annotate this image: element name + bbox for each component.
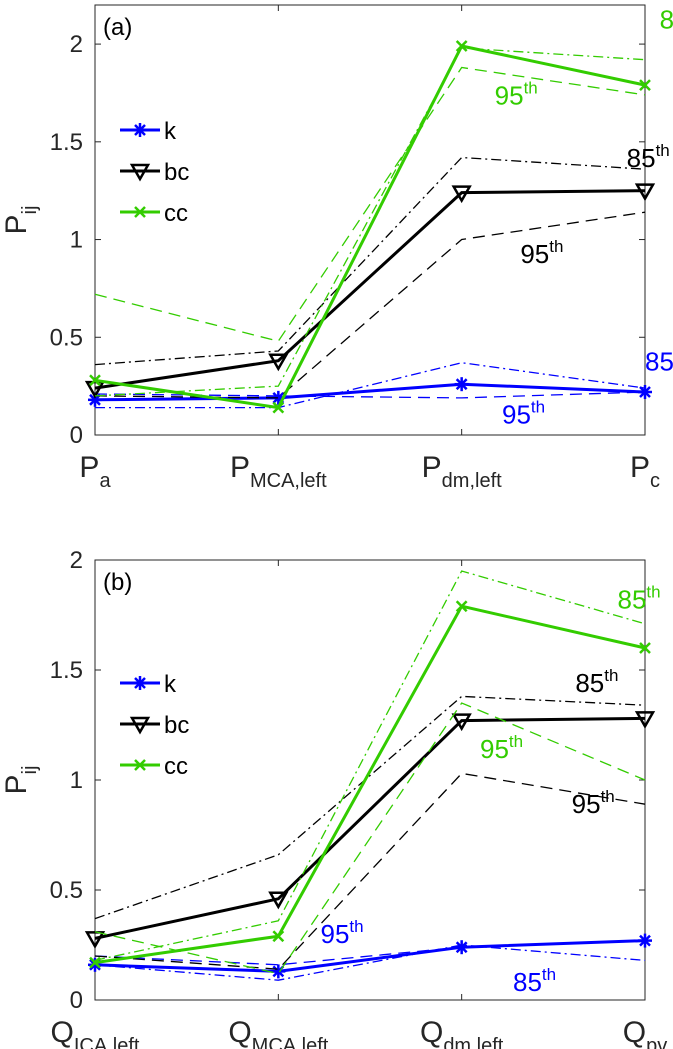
k-95th-line bbox=[94, 391, 646, 399]
legend-entry-k: k bbox=[120, 118, 177, 145]
x-tick-label: QMCA,left bbox=[228, 1016, 328, 1049]
chart-panel-a: 0 0.5 1 1.5 2 Pa PMCA,left Pdm,left Pc Pij 85th 95t… bbox=[0, 2, 673, 492]
x-tick-label: Qdm,left bbox=[420, 1016, 504, 1049]
bc-marker bbox=[634, 183, 656, 202]
legend-label: cc bbox=[164, 753, 188, 780]
k-marker bbox=[454, 940, 469, 955]
legend-label: bc bbox=[164, 712, 189, 739]
cc-marker bbox=[639, 79, 651, 92]
percentile-annotation: 95th bbox=[495, 79, 538, 111]
percentile-annotation: 95th bbox=[321, 917, 364, 949]
legend-entry-bc: bc bbox=[120, 712, 189, 739]
x-tick-label: Pc bbox=[630, 451, 660, 492]
legend-marker bbox=[129, 163, 151, 182]
legend-marker bbox=[133, 123, 147, 137]
y-tick-label: 2 bbox=[70, 31, 83, 58]
y-tick-label: 0.5 bbox=[50, 324, 83, 351]
legend-entry-cc: cc bbox=[120, 753, 188, 780]
bc-95th-line bbox=[94, 772, 646, 970]
cc-marker bbox=[455, 600, 468, 613]
axes-box bbox=[94, 4, 646, 436]
legend-label: k bbox=[164, 671, 177, 698]
legend-label: bc bbox=[164, 159, 189, 186]
legend-label: k bbox=[164, 118, 177, 145]
y-tick-label: 1 bbox=[70, 767, 83, 794]
percentile-annotation: 95th bbox=[502, 397, 545, 429]
panel-label-a: (a) bbox=[103, 14, 132, 41]
legend-marker bbox=[129, 716, 151, 735]
bc-mean-line bbox=[94, 716, 646, 940]
k-85th-line bbox=[94, 944, 646, 981]
panel-label-b: (b) bbox=[103, 569, 132, 596]
x-tick-label: Pdm,left bbox=[422, 451, 502, 492]
bc-marker bbox=[84, 380, 106, 399]
y-tick-label: 1.5 bbox=[50, 657, 83, 684]
bc-85th-line bbox=[94, 156, 646, 366]
k-marker bbox=[638, 933, 652, 948]
y-tick-label: 1 bbox=[70, 227, 83, 254]
legend-entry-k: k bbox=[120, 671, 177, 698]
y-tick-label: 0.5 bbox=[50, 877, 83, 904]
axes-box bbox=[94, 559, 646, 1001]
bc-marker bbox=[451, 713, 472, 732]
y-axis-label: Pij bbox=[0, 206, 41, 235]
percentile-annotation: 85th bbox=[618, 582, 661, 614]
cc-marker bbox=[272, 401, 285, 414]
bc-marker bbox=[634, 711, 656, 729]
percentile-annotation: 95th bbox=[520, 237, 563, 269]
y-tick-label: 1.5 bbox=[50, 129, 83, 156]
chart-panel-b: 0 0.5 1 1.5 2 QICA,left QMCA,left Qdm,left Qpv Pi… bbox=[0, 547, 667, 1049]
cc-95th-line bbox=[94, 702, 646, 975]
bc-marker bbox=[451, 185, 472, 204]
cc-marker bbox=[639, 642, 651, 654]
bc-85th-line bbox=[94, 695, 646, 920]
percentile-annotation: 85th bbox=[645, 345, 673, 377]
cc-marker bbox=[455, 40, 468, 52]
bc-marker bbox=[268, 353, 289, 372]
cc-85th-line bbox=[94, 47, 646, 397]
legend-marker bbox=[134, 206, 146, 218]
y-tick-label: 2 bbox=[70, 547, 83, 574]
cc-85th-line bbox=[94, 570, 646, 962]
legend-entry-cc: cc bbox=[120, 200, 188, 227]
bc-mean-line bbox=[94, 189, 646, 390]
k-marker bbox=[454, 377, 469, 392]
k-marker bbox=[638, 385, 652, 399]
x-tick-label: Qpv bbox=[623, 1016, 667, 1049]
y-axis-label: Pij bbox=[0, 766, 41, 795]
cc-95th-line bbox=[94, 66, 646, 342]
percentile-annotation: 95th bbox=[480, 732, 523, 764]
k-mean-line bbox=[94, 382, 646, 402]
percentile-annotation: 85th bbox=[627, 141, 670, 173]
cc-marker bbox=[89, 374, 101, 387]
percentile-annotation: 85th bbox=[575, 666, 618, 698]
legend-label: cc bbox=[164, 200, 188, 227]
bc-95th-line bbox=[94, 211, 646, 399]
x-tick-label: PMCA,left bbox=[230, 451, 327, 492]
y-tick-label: 0 bbox=[70, 987, 83, 1014]
x-tick-label: QICA,left bbox=[51, 1016, 140, 1049]
y-tick-label: 0 bbox=[70, 422, 83, 449]
cc-mean-line bbox=[94, 44, 646, 410]
x-tick-label: Pa bbox=[79, 451, 111, 492]
legend-entry-bc: bc bbox=[120, 159, 189, 186]
legend-marker bbox=[133, 676, 147, 690]
cc-mean-line bbox=[94, 604, 646, 965]
bc-marker bbox=[268, 891, 289, 910]
percentile-annotation: 85th bbox=[513, 965, 556, 997]
cc-marker bbox=[89, 956, 101, 969]
k-85th-line bbox=[95, 362, 646, 409]
percentile-annotation: 95th bbox=[572, 787, 615, 819]
cc-marker bbox=[272, 930, 285, 943]
k-mean-line bbox=[94, 939, 646, 973]
percentile-annotation: 85th bbox=[660, 2, 673, 34]
legend-marker bbox=[134, 759, 146, 771]
